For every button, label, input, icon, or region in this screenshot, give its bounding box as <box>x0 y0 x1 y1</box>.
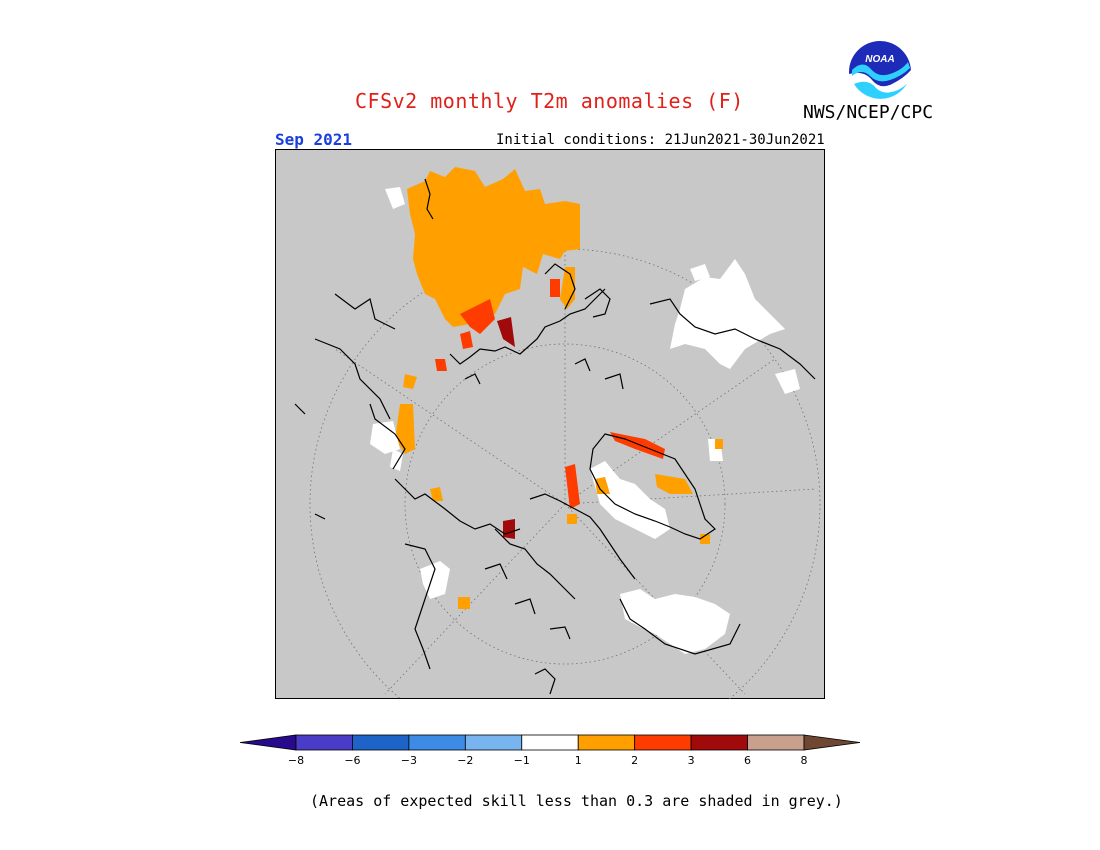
legend-tick-label: 8 <box>801 754 808 767</box>
map-title: CFSv2 monthly T2m anomalies (F) <box>355 89 744 113</box>
skill-footnote: (Areas of expected skill less than 0.3 a… <box>310 792 843 810</box>
legend-tick-label: −8 <box>288 754 304 767</box>
legend-bin-4 <box>464 734 523 751</box>
legend-bin-3 <box>408 734 466 751</box>
legend-tick-label: 1 <box>575 754 582 767</box>
color-legend: −8 −6 −3 −2 −1 1 2 3 6 8 <box>240 734 860 767</box>
coastlines <box>294 178 816 695</box>
legend-tick-label: −2 <box>457 754 473 767</box>
legend-bin-6 <box>577 734 636 751</box>
legend-tick-label: 3 <box>688 754 695 767</box>
legend-bin-2 <box>352 734 410 751</box>
legend-tick-label: −1 <box>514 754 530 767</box>
legend-tick-label: 6 <box>744 754 751 767</box>
noaa-logo: NOAA <box>849 41 911 104</box>
legend-bin-9 <box>747 734 805 751</box>
legend-bin-1 <box>295 734 353 751</box>
legend-bin-8 <box>690 734 748 751</box>
anomaly-near-normal <box>385 187 800 654</box>
legend-bin-7 <box>634 734 692 751</box>
legend-tick-label: −3 <box>401 754 417 767</box>
anomaly-eurasia <box>370 167 580 471</box>
noaa-logo-text: NOAA <box>865 54 894 65</box>
legend-bin-5 <box>521 734 579 751</box>
agency-label: NWS/NCEP/CPC <box>803 102 934 123</box>
legend-bin-0 <box>240 734 297 751</box>
polar-map <box>275 149 825 699</box>
legend-tick-label: 2 <box>631 754 638 767</box>
legend-bin-10 <box>803 734 860 751</box>
initial-conditions: Initial conditions: 21Jun2021-30Jun2021 <box>496 132 825 148</box>
legend-tick-label: −6 <box>344 754 360 767</box>
forecast-month: Sep 2021 <box>275 130 353 149</box>
